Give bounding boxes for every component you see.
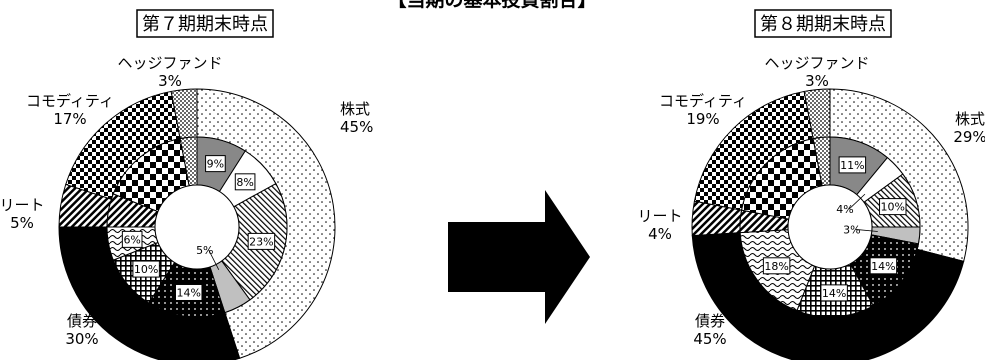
inner-data-label: 3% xyxy=(843,223,860,236)
inner-data-label: 6% xyxy=(123,233,140,246)
slice-label: 株式 xyxy=(340,100,370,118)
slice-value-label: 19% xyxy=(686,110,719,128)
leader-line xyxy=(208,249,220,270)
chart-title: 第７期期末時点 xyxy=(142,14,268,35)
inner-labels: 11% 4% 10% 3% 14% 14% 18% xyxy=(762,156,907,302)
inner-data-label: 8% xyxy=(236,176,253,189)
inner-label-box xyxy=(879,198,907,216)
inner-data-label: 14% xyxy=(822,287,846,300)
slice-label: ヘッジファンド xyxy=(117,54,222,72)
inner-label-box xyxy=(762,257,791,275)
inner-ring xyxy=(106,136,288,318)
slice-label: ヘッジファンド xyxy=(764,54,869,72)
outer-ring xyxy=(691,88,969,360)
inner-data-label: 10% xyxy=(134,263,158,276)
chart-title-box xyxy=(136,9,274,38)
slice-value-label: 3% xyxy=(158,72,182,90)
inner-data-label: 18% xyxy=(764,260,788,273)
inner-label-box xyxy=(205,155,226,173)
slice-label: コモディティ xyxy=(26,92,114,110)
slice-label: コモディティ xyxy=(659,92,747,110)
inner-label-box xyxy=(121,230,143,248)
inner-label-box xyxy=(132,260,160,278)
slice-label: 債券 xyxy=(67,312,97,330)
chart-right: 第８期期末時点 株式29%債券45%リート4%コモディティ19%ヘッジファンド3… xyxy=(637,9,985,360)
inner-labels: 9% 8% 23% 5% 14% 10% 6% xyxy=(121,155,276,301)
slice-label: 株式 xyxy=(955,110,985,128)
inner-label-box xyxy=(247,232,276,250)
slice-value-label: 3% xyxy=(805,72,829,90)
figure-heading: 【当期の基本投資割合】 xyxy=(387,0,596,11)
inner-data-label: 4% xyxy=(836,203,853,216)
slice-value-label: 17% xyxy=(53,110,86,128)
slice-value-label: 30% xyxy=(65,330,98,348)
slice-label: 債券 xyxy=(695,312,725,330)
inner-data-label: 10% xyxy=(881,201,905,214)
slice-value-label: 5% xyxy=(10,214,34,232)
inner-data-label: 9% xyxy=(207,158,224,171)
chart-left: 第７期期末時点 株式45%債券30%リート5%コモディティ17%ヘッジファンド3… xyxy=(0,9,373,360)
outer-ring xyxy=(58,88,336,360)
inner-label-box xyxy=(174,283,203,301)
slice-value-label: 29% xyxy=(953,128,985,146)
donut-hole xyxy=(154,184,240,270)
inner-label-box xyxy=(869,257,898,275)
inner-data-label: 14% xyxy=(177,286,201,299)
slice-value-label: 45% xyxy=(693,330,726,348)
inner-label-box xyxy=(234,173,256,191)
chart-title: 第８期期末時点 xyxy=(760,14,886,35)
slice-label: リート xyxy=(0,196,45,214)
right-arrow-icon xyxy=(448,190,590,324)
slice-value-label: 4% xyxy=(648,225,672,243)
slice-label: リート xyxy=(637,207,682,225)
donut-hole xyxy=(787,184,873,270)
inner-label-box xyxy=(838,156,867,174)
inner-data-label: 11% xyxy=(840,159,864,172)
inner-data-label: 23% xyxy=(249,235,273,248)
inner-data-label: 5% xyxy=(196,244,213,257)
inner-label-box xyxy=(820,284,848,302)
leader-line xyxy=(855,229,878,232)
slice-value-label: 45% xyxy=(340,118,373,136)
chart-title-box xyxy=(754,9,892,38)
inner-data-label: 14% xyxy=(871,260,895,273)
leader-line xyxy=(848,193,866,210)
